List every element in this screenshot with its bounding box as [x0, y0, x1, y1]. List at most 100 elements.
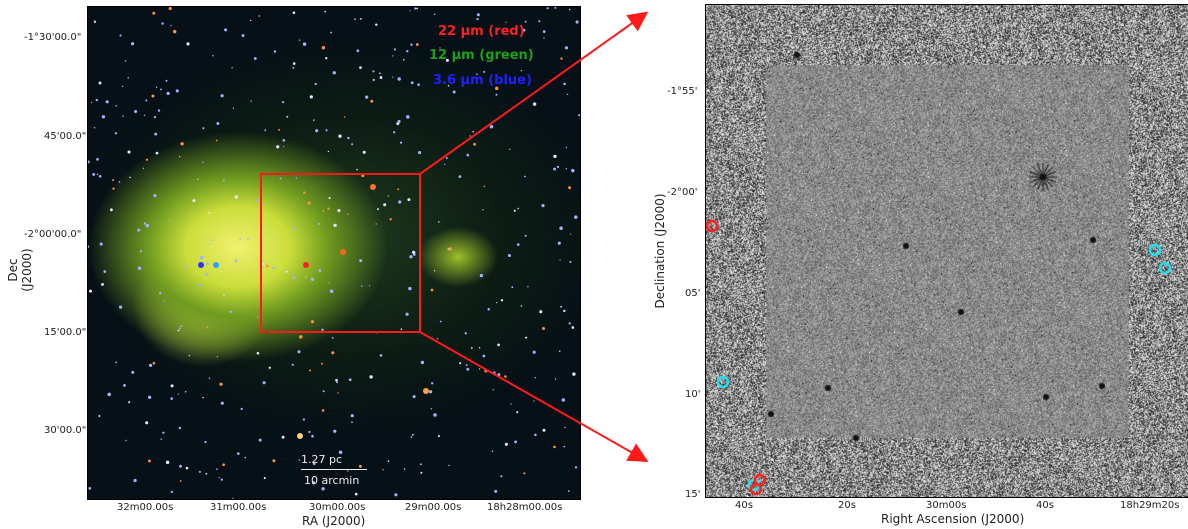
star-point — [216, 356, 219, 358]
star-point — [179, 464, 182, 468]
star-point — [563, 82, 566, 86]
star-point — [439, 320, 442, 323]
marker-red-3 — [749, 482, 763, 496]
star-point — [418, 151, 422, 155]
star-point — [393, 48, 397, 51]
star-point — [236, 452, 240, 455]
star-point — [564, 426, 566, 429]
star-point — [161, 22, 164, 25]
star-point — [262, 381, 266, 385]
star-point — [175, 89, 179, 93]
scalebar-angular: 10 arcmin — [304, 474, 360, 487]
star-point — [561, 398, 566, 402]
star-point — [559, 259, 561, 261]
star-point — [409, 10, 411, 12]
star-point — [387, 195, 389, 197]
star-point — [134, 109, 138, 114]
star-point — [253, 57, 257, 60]
star-point — [250, 100, 252, 102]
star-point — [431, 382, 434, 385]
star-point — [322, 390, 325, 393]
star-point — [397, 188, 400, 191]
star-point — [393, 131, 396, 134]
right-ytick-4: 15' — [685, 489, 701, 500]
star-point — [525, 336, 528, 339]
star-point — [208, 211, 211, 214]
star-point — [497, 343, 500, 347]
star-point — [234, 259, 238, 263]
star-point — [483, 70, 486, 73]
star-point — [179, 155, 181, 158]
star-point — [558, 350, 561, 353]
star-point — [568, 322, 571, 325]
star-point — [338, 450, 343, 454]
star-point — [165, 79, 168, 82]
star-point — [410, 81, 414, 85]
star-point — [128, 401, 131, 404]
star-point — [307, 201, 311, 205]
star-point — [399, 141, 403, 144]
star-point — [569, 260, 572, 263]
star-point — [412, 433, 414, 436]
star-point — [430, 288, 434, 292]
star-point — [123, 384, 126, 387]
star-point — [492, 389, 494, 391]
star-point — [198, 470, 201, 473]
star-point — [215, 139, 218, 142]
star-point — [127, 77, 129, 79]
star-point — [265, 264, 269, 268]
star-point — [497, 373, 501, 377]
star-point — [335, 378, 338, 382]
star-point — [317, 222, 320, 225]
star-point — [538, 20, 541, 23]
star-point — [478, 368, 481, 370]
star-point — [205, 472, 208, 475]
marker-cyan-1 — [1148, 243, 1162, 257]
star-point — [331, 351, 335, 355]
star-point — [148, 363, 153, 368]
star-point — [563, 445, 566, 448]
star-point — [264, 129, 267, 132]
scalebar-line — [301, 469, 367, 470]
star-point — [248, 257, 250, 259]
star-point — [476, 17, 479, 21]
star-point — [305, 255, 307, 257]
star-point — [170, 24, 172, 27]
star-point — [137, 266, 142, 270]
star-point — [378, 72, 381, 75]
star-point — [303, 191, 306, 194]
star-point — [216, 122, 220, 125]
star-point — [224, 28, 228, 32]
star-point — [143, 114, 146, 117]
star-point — [184, 390, 187, 393]
marker-red-1 — [706, 219, 719, 233]
star-point — [410, 43, 413, 46]
star-point — [392, 55, 394, 57]
star-point — [348, 378, 352, 382]
star-point — [172, 29, 177, 34]
star-point — [445, 156, 448, 160]
star-point — [188, 354, 191, 357]
star-point — [292, 62, 296, 65]
star-point — [458, 175, 462, 178]
star-point — [133, 478, 137, 483]
star-point — [542, 428, 546, 432]
scalebar-physical: 1.27 pc — [301, 453, 343, 466]
left-ytick-2: -2°00'00.0" — [24, 229, 82, 240]
star-point — [121, 85, 124, 88]
star-point — [315, 129, 319, 133]
star-point — [325, 129, 328, 132]
star-point — [394, 493, 398, 497]
star-point — [170, 490, 173, 494]
star-point — [362, 150, 366, 154]
star-point — [232, 107, 235, 109]
star-point — [556, 165, 560, 169]
star-point — [533, 400, 535, 402]
star-point — [93, 126, 96, 129]
star-point — [298, 39, 301, 41]
star-point — [283, 146, 285, 148]
star-point — [410, 436, 413, 438]
star-point — [180, 142, 184, 146]
star-point — [118, 305, 123, 309]
star-point — [560, 57, 563, 60]
